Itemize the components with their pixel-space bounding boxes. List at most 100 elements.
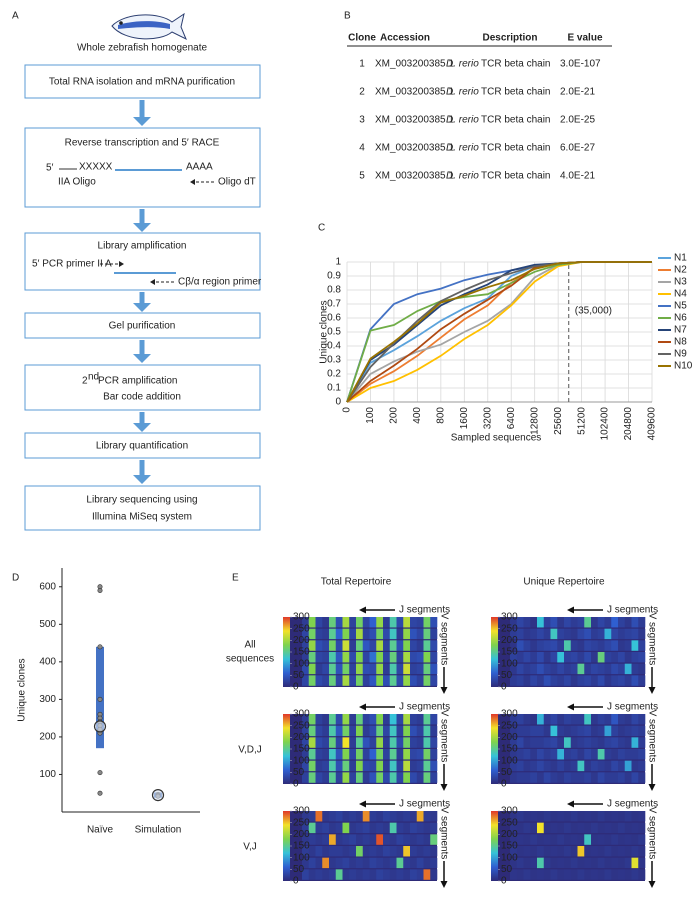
heatmap-cell bbox=[322, 725, 330, 737]
heatmap-cell bbox=[383, 617, 391, 628]
heatmap-cell bbox=[308, 760, 316, 772]
heatmap-cell bbox=[369, 846, 377, 857]
heatmap-cell bbox=[557, 846, 565, 857]
heatmap-cell bbox=[416, 811, 424, 822]
heatmap-cell bbox=[510, 857, 518, 869]
colorbar-label: 200 bbox=[293, 635, 310, 646]
heatmap-cell bbox=[516, 869, 524, 880]
heatmap-cell bbox=[308, 869, 316, 880]
heatmap-cell bbox=[516, 772, 524, 783]
heatmap-cell bbox=[618, 640, 626, 651]
heatmap-cell bbox=[638, 834, 646, 845]
heatmap-cell bbox=[342, 857, 350, 869]
heatmap-cell bbox=[410, 760, 418, 772]
heatmap-cell bbox=[618, 749, 626, 760]
heatmap-cell bbox=[329, 640, 337, 651]
heatmap-cell bbox=[322, 663, 330, 675]
heatmap-cell bbox=[530, 663, 538, 675]
heatmap-cell bbox=[523, 628, 531, 640]
heatmap-cell bbox=[410, 772, 418, 783]
heatmap-cell bbox=[570, 822, 578, 834]
heatmap-cell bbox=[638, 675, 646, 686]
heatmap-cell bbox=[302, 760, 310, 772]
table-cell: D. rerio bbox=[446, 59, 479, 70]
heatmap-cell bbox=[591, 640, 599, 651]
heatmap-cell bbox=[564, 772, 572, 783]
heatmap-cell bbox=[389, 811, 397, 822]
heatmap-cell bbox=[550, 737, 558, 748]
heatmap-cell bbox=[591, 811, 599, 822]
heatmap-cell bbox=[329, 617, 337, 628]
heatmap-cell bbox=[537, 834, 545, 845]
heatmap-cell bbox=[557, 772, 565, 783]
y-tick-label: 400 bbox=[39, 656, 56, 667]
flow-arrowhead bbox=[133, 303, 151, 312]
heatmap-cell bbox=[322, 811, 330, 822]
heatmap-cell bbox=[389, 663, 397, 675]
heatmap-cell bbox=[618, 714, 626, 725]
heatmap-cell bbox=[624, 663, 632, 675]
y-tick-label: 500 bbox=[39, 619, 56, 630]
heatmap-cell bbox=[584, 675, 592, 686]
heatmap-cell bbox=[550, 749, 558, 760]
heatmap-cell bbox=[356, 675, 364, 686]
colorbar-label: 250 bbox=[501, 623, 518, 634]
heatmap-cell bbox=[591, 652, 599, 663]
heatmap-cell bbox=[349, 760, 357, 772]
heatmap-cell bbox=[383, 628, 391, 640]
colorbar-label: 200 bbox=[501, 732, 518, 743]
heatmap-cell bbox=[591, 714, 599, 725]
colorbar-label: 0 bbox=[501, 682, 507, 693]
heatmap-cell bbox=[570, 737, 578, 748]
heatmap-cell bbox=[516, 628, 524, 640]
heatmap-cell bbox=[530, 675, 538, 686]
heatmap-cell bbox=[577, 834, 585, 845]
heatmap-cell bbox=[308, 663, 316, 675]
heatmap-cell bbox=[369, 737, 377, 748]
heatmap-cell bbox=[570, 857, 578, 869]
heatmap-cell bbox=[584, 760, 592, 772]
table-header: Clone bbox=[348, 33, 376, 44]
heatmap-cell bbox=[604, 663, 612, 675]
table-cell: D. rerio bbox=[446, 87, 479, 98]
heatmap-cell bbox=[315, 725, 323, 737]
legend-label: N9 bbox=[674, 349, 687, 360]
heatmap-cell bbox=[537, 628, 545, 640]
heatmap-cell bbox=[356, 640, 364, 651]
x-axis-title: J segments bbox=[607, 702, 658, 713]
heatmap-cell bbox=[356, 725, 364, 737]
heatmap-cell bbox=[308, 737, 316, 748]
heatmap-cell bbox=[550, 714, 558, 725]
step-box bbox=[24, 64, 261, 99]
table-cell: 3 bbox=[359, 115, 365, 126]
heatmap-cell bbox=[631, 617, 639, 628]
heatmap-cell bbox=[329, 749, 337, 760]
heatmap-cell bbox=[322, 760, 330, 772]
x-axis-title: J segments bbox=[399, 799, 450, 810]
heatmap-cell bbox=[638, 811, 646, 822]
heatmap-cell bbox=[362, 714, 370, 725]
heatmap-cell bbox=[376, 617, 384, 628]
heatmap-cell bbox=[322, 737, 330, 748]
step-label: nd bbox=[88, 372, 99, 383]
heatmap-cell bbox=[308, 640, 316, 651]
heatmap-cell bbox=[403, 772, 411, 783]
colorbar-label: 50 bbox=[501, 767, 513, 778]
heatmap-cell bbox=[403, 652, 411, 663]
heatmap-cell bbox=[315, 811, 323, 822]
v-arrowhead bbox=[648, 784, 656, 791]
heatmap-cell bbox=[308, 749, 316, 760]
heatmap-cell bbox=[564, 857, 572, 869]
legend-label: N2 bbox=[674, 265, 687, 276]
heatmap-cell bbox=[369, 663, 377, 675]
legend-label: N6 bbox=[674, 313, 687, 324]
primer-label: IIA Oligo bbox=[58, 177, 96, 188]
heatmap-cell bbox=[342, 714, 350, 725]
heatmap-cell bbox=[597, 857, 605, 869]
heatmap-cell bbox=[597, 760, 605, 772]
heatmap-cell bbox=[537, 663, 545, 675]
heatmap-cell bbox=[624, 749, 632, 760]
heatmap-cell bbox=[335, 652, 343, 663]
heatmap-cell bbox=[631, 822, 639, 834]
heatmap-cell bbox=[591, 675, 599, 686]
